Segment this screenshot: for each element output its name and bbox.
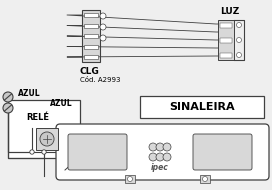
Circle shape <box>40 132 54 146</box>
FancyBboxPatch shape <box>56 124 269 180</box>
Circle shape <box>3 92 13 102</box>
Circle shape <box>156 153 164 161</box>
Circle shape <box>42 150 46 154</box>
Circle shape <box>163 153 171 161</box>
Bar <box>200 175 210 183</box>
Circle shape <box>3 103 13 113</box>
Text: CLG: CLG <box>80 67 100 77</box>
Bar <box>84 24 98 28</box>
Circle shape <box>100 24 106 30</box>
Text: RELÉ: RELÉ <box>27 113 50 123</box>
Bar <box>84 55 98 59</box>
FancyBboxPatch shape <box>68 134 127 170</box>
Bar <box>218 20 234 60</box>
Bar <box>125 175 135 183</box>
Text: LUZ: LUZ <box>220 7 240 17</box>
Circle shape <box>163 143 171 151</box>
Bar <box>220 37 232 43</box>
Text: AZUL: AZUL <box>50 100 73 108</box>
Bar <box>84 13 98 17</box>
Circle shape <box>100 13 106 19</box>
Bar <box>36 128 58 150</box>
Circle shape <box>236 52 242 58</box>
Text: AZUL: AZUL <box>18 89 41 97</box>
FancyBboxPatch shape <box>193 134 252 170</box>
Circle shape <box>30 150 34 154</box>
Circle shape <box>156 143 164 151</box>
Circle shape <box>236 37 242 43</box>
Text: SINALEIRA: SINALEIRA <box>169 102 235 112</box>
Bar <box>8 100 80 158</box>
Bar <box>140 96 264 118</box>
Bar <box>84 34 98 38</box>
Circle shape <box>149 143 157 151</box>
Circle shape <box>236 22 242 28</box>
Text: ipec: ipec <box>151 164 169 173</box>
Circle shape <box>149 153 157 161</box>
Text: Cód. A2993: Cód. A2993 <box>80 77 120 83</box>
Circle shape <box>100 35 106 41</box>
Bar <box>82 10 100 62</box>
Bar <box>220 52 232 58</box>
Circle shape <box>128 177 132 181</box>
Bar <box>84 44 98 48</box>
Circle shape <box>202 177 208 181</box>
Bar <box>220 22 232 28</box>
